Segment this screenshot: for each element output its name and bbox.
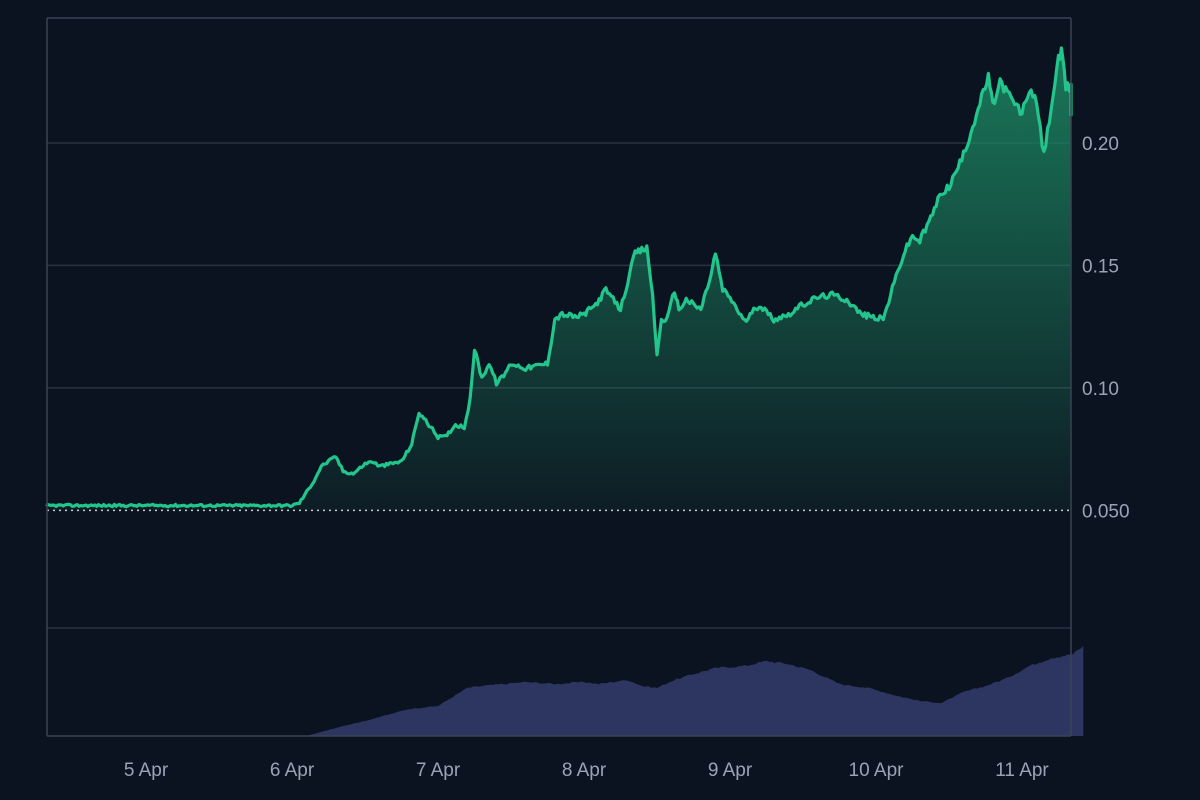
chart-frame	[46, 17, 1072, 737]
y-axis-ticks: 0.20 0.15 0.10 0.050	[1082, 134, 1130, 522]
x-tick-label: 8 Apr	[562, 760, 607, 781]
x-tick-label: 6 Apr	[270, 760, 315, 781]
price-area	[47, 48, 1071, 511]
x-tick-label: 10 Apr	[849, 760, 905, 781]
y-tick-label: 0.10	[1082, 379, 1119, 400]
x-tick-label: 9 Apr	[708, 760, 753, 781]
x-tick-label: 11 Apr	[995, 760, 1049, 781]
y-tick-label: 0.20	[1082, 134, 1119, 155]
x-axis-ticks: 5 Apr 6 Apr 7 Apr 8 Apr 9 Apr 10 Apr 11 Apr	[124, 760, 1050, 781]
x-tick-label: 5 Apr	[124, 760, 169, 781]
y-tick-label: 0.050	[1082, 501, 1130, 522]
volume-series	[43, 646, 1084, 736]
volume-area	[43, 646, 1084, 736]
y-tick-label: 0.15	[1082, 256, 1119, 277]
price-area-fill	[47, 48, 1071, 511]
x-tick-label: 7 Apr	[416, 760, 461, 781]
price-line	[45, 46, 1073, 509]
price-series	[45, 46, 1073, 509]
